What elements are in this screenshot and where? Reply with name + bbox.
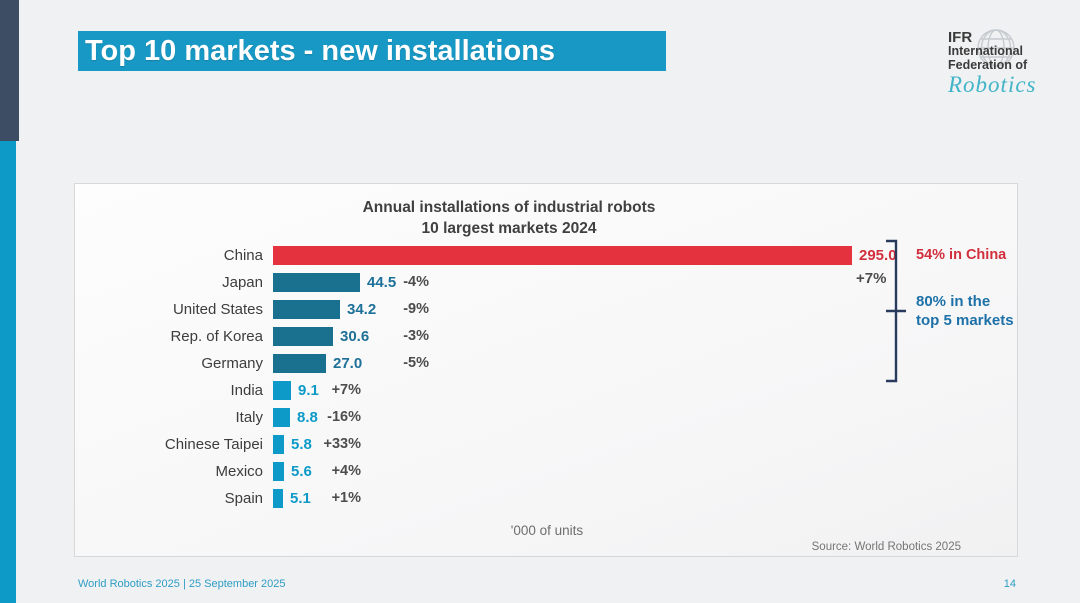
bar-rep-of-korea — [273, 327, 333, 346]
row-label-united-states: United States — [172, 301, 263, 318]
top5-bracket — [886, 239, 906, 383]
page-number: 14 — [1003, 578, 1016, 590]
bar-germany — [273, 354, 326, 373]
value-label-germany: 27.0 — [333, 355, 363, 372]
change-label-italy: -16% — [327, 409, 361, 425]
bar-chinese-taipei — [273, 435, 284, 454]
change-label-germany: -5% — [403, 355, 429, 371]
value-label-chinese-taipei: 5.8 — [291, 436, 312, 453]
logo-text-ifr: IFR — [948, 29, 973, 46]
logo-text-federation: Federation of — [948, 57, 1028, 72]
left-accent-stripe-dark — [0, 0, 19, 141]
change-label-chinese-taipei: +33% — [323, 436, 362, 452]
value-label-japan: 44.5 — [367, 274, 397, 291]
change-label-spain: +1% — [331, 490, 361, 506]
change-label-united-states: -9% — [403, 301, 429, 317]
logo-text-robotics: Robotics — [948, 72, 1037, 97]
annotation-china-share: 54% in China — [916, 247, 1007, 263]
row-label-germany: Germany — [201, 355, 263, 372]
value-label-mexico: 5.6 — [291, 463, 312, 480]
chart-title-line1: Annual installations of industrial robot… — [362, 199, 656, 216]
bar-mexico — [273, 462, 284, 481]
bar-united-states — [273, 300, 340, 319]
chart-panel: Annual installations of industrial robot… — [74, 183, 1018, 557]
bar-spain — [273, 489, 283, 508]
ifr-logo: IFR International Federation of Robotics — [948, 29, 1076, 110]
chart-title-line2: 10 largest markets 2024 — [421, 220, 597, 237]
row-label-rep-of-korea: Rep. of Korea — [170, 328, 263, 345]
value-label-spain: 5.1 — [290, 490, 311, 507]
change-label-japan: -4% — [403, 274, 429, 290]
annotation-top5-share: 80% in the top 5 markets — [916, 293, 1014, 329]
left-accent-stripe-teal — [0, 141, 16, 603]
bar-japan — [273, 273, 360, 292]
value-label-italy: 8.8 — [297, 409, 318, 426]
slide-title: Top 10 markets - new installations — [78, 31, 666, 71]
change-label-mexico: +4% — [331, 463, 361, 479]
value-label-united-states: 34.2 — [347, 301, 377, 318]
change-label-rep-of-korea: -3% — [403, 328, 429, 344]
change-label-china: +7% — [856, 270, 887, 287]
row-label-chinese-taipei: Chinese Taipei — [164, 436, 263, 453]
value-label-rep-of-korea: 30.6 — [340, 328, 370, 345]
value-label-india: 9.1 — [298, 382, 319, 399]
bar-india — [273, 381, 291, 400]
row-label-italy: Italy — [235, 409, 263, 426]
row-label-spain: Spain — [224, 490, 263, 507]
bar-china — [273, 246, 852, 265]
row-label-japan: Japan — [222, 274, 263, 291]
axis-unit-label: '000 of units — [510, 523, 584, 538]
bar-italy — [273, 408, 290, 427]
row-label-china: China — [223, 247, 263, 264]
logo-text-international: International — [948, 44, 1024, 58]
change-label-india: +7% — [331, 382, 361, 398]
chart-title: Annual installations of industrial robot… — [75, 197, 943, 239]
value-label-china: 295.0 — [859, 247, 897, 264]
row-label-mexico: Mexico — [215, 463, 263, 480]
footer-text: World Robotics 2025 | 25 September 2025 — [78, 578, 286, 590]
source-note: Source: World Robotics 2025 — [811, 541, 961, 553]
globe-icon — [977, 29, 1015, 67]
row-label-india: India — [230, 382, 263, 399]
